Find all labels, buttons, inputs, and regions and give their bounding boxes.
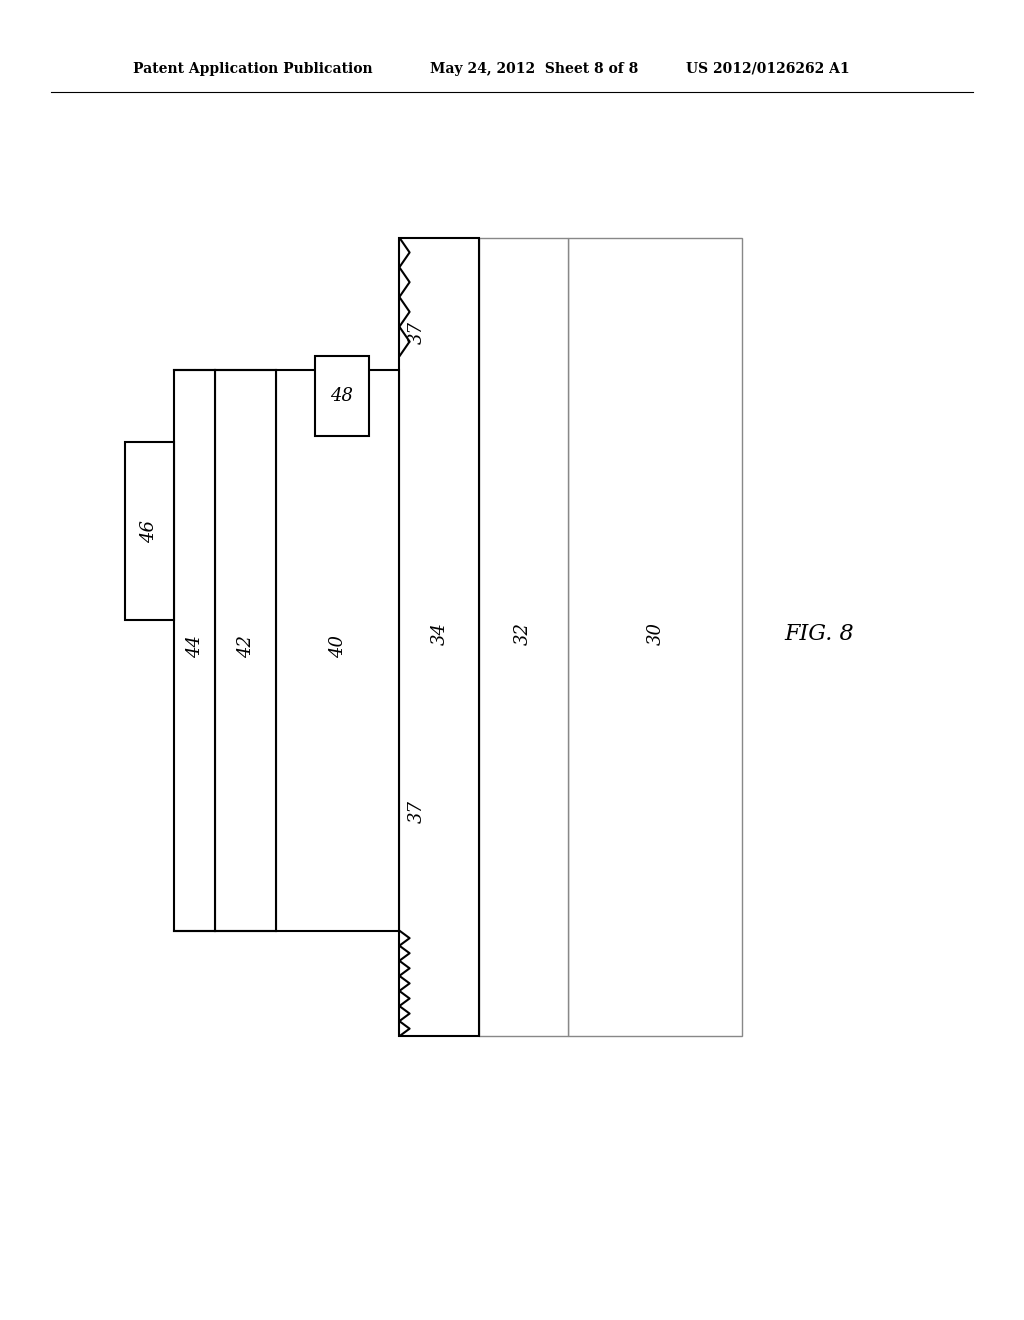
Text: Patent Application Publication: Patent Application Publication xyxy=(133,62,373,75)
Bar xyxy=(399,238,479,1036)
Text: FIG. 8: FIG. 8 xyxy=(784,623,854,644)
Text: 37: 37 xyxy=(408,321,426,345)
Text: 30: 30 xyxy=(646,622,665,645)
Bar xyxy=(215,370,276,931)
Bar xyxy=(568,238,742,1036)
Bar xyxy=(479,238,568,1036)
Text: 40: 40 xyxy=(329,635,347,659)
Bar xyxy=(315,356,369,436)
Text: 32: 32 xyxy=(514,622,532,645)
Text: 42: 42 xyxy=(237,635,255,659)
Text: 34: 34 xyxy=(430,622,449,645)
Text: US 2012/0126262 A1: US 2012/0126262 A1 xyxy=(686,62,850,75)
Text: 44: 44 xyxy=(185,635,204,659)
Text: May 24, 2012  Sheet 8 of 8: May 24, 2012 Sheet 8 of 8 xyxy=(430,62,638,75)
Bar xyxy=(276,370,399,931)
Bar xyxy=(174,370,215,931)
Text: 37: 37 xyxy=(408,800,426,824)
Text: 46: 46 xyxy=(140,520,159,544)
Bar xyxy=(125,442,174,620)
Text: 48: 48 xyxy=(331,387,353,405)
